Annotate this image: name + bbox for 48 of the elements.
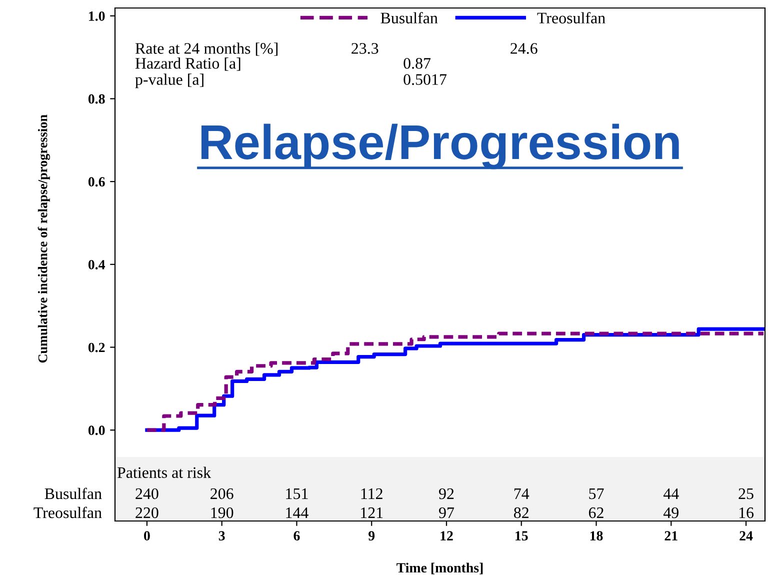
- annotation: 144: [286, 507, 308, 518]
- annotation: Rate at 24 months [%]: [135, 42, 278, 56]
- y-axis-title: Cumulative incidence of relapse/progression: [38, 114, 50, 363]
- y-tick-label: 0.8: [88, 94, 105, 104]
- annotation: 0.87: [404, 58, 431, 69]
- x-tick-label: 6: [294, 531, 300, 540]
- annotation: 190: [211, 507, 234, 518]
- x-tick-label: 21: [664, 531, 678, 540]
- legend-label: Busulfan: [380, 12, 438, 24]
- text: Relapse/Progression: [201, 124, 679, 170]
- x-axis-title: Time [months]: [396, 562, 483, 574]
- annotation: Hazard Ratio [a]: [135, 58, 240, 71]
- annotation: 49: [663, 507, 678, 518]
- x-tick-label: 12: [440, 531, 453, 540]
- x-tick-label: 18: [590, 531, 603, 540]
- y-tick-label: 0.0: [88, 426, 105, 436]
- annotation: Patients at risk: [117, 466, 212, 478]
- annotation: 16: [739, 507, 754, 518]
- y-tick-label: 1.0: [89, 11, 105, 21]
- annotation: 24.6: [510, 43, 538, 54]
- text: Busulfan: [44, 488, 102, 500]
- legend-label: Treosulfan: [537, 12, 606, 24]
- text: Treosulfan: [34, 506, 102, 518]
- y-tick-label: 0.6: [88, 177, 105, 187]
- x-tick-label: 15: [516, 531, 528, 540]
- annotation: 220: [136, 507, 158, 518]
- y-tick-label: 0.4: [88, 260, 106, 270]
- annotation: 240: [136, 488, 158, 500]
- x-tick-label: 24: [740, 531, 753, 540]
- annotation: 82: [514, 507, 528, 518]
- annotation: 62: [588, 507, 604, 518]
- annotation: 23.3: [352, 43, 378, 54]
- annotation: 44: [663, 488, 679, 499]
- annotation: 25: [738, 488, 754, 500]
- annotation: 0.5017: [404, 74, 447, 85]
- y-tick-label: 0.2: [88, 342, 105, 352]
- annotation: 74: [514, 488, 530, 499]
- annotation: 121: [361, 507, 383, 518]
- annotation: 97: [439, 507, 454, 518]
- annotation: 151: [286, 488, 308, 500]
- annotation: 57: [589, 488, 604, 500]
- annotation: p-value [a]: [135, 74, 204, 88]
- annotation: 92: [439, 488, 454, 500]
- x-tick-label: 3: [218, 531, 225, 540]
- annotation: 112: [361, 488, 382, 499]
- annotation: 206: [210, 488, 234, 500]
- x-tick-label: 0: [144, 531, 150, 540]
- x-tick-label: 9: [368, 531, 375, 540]
